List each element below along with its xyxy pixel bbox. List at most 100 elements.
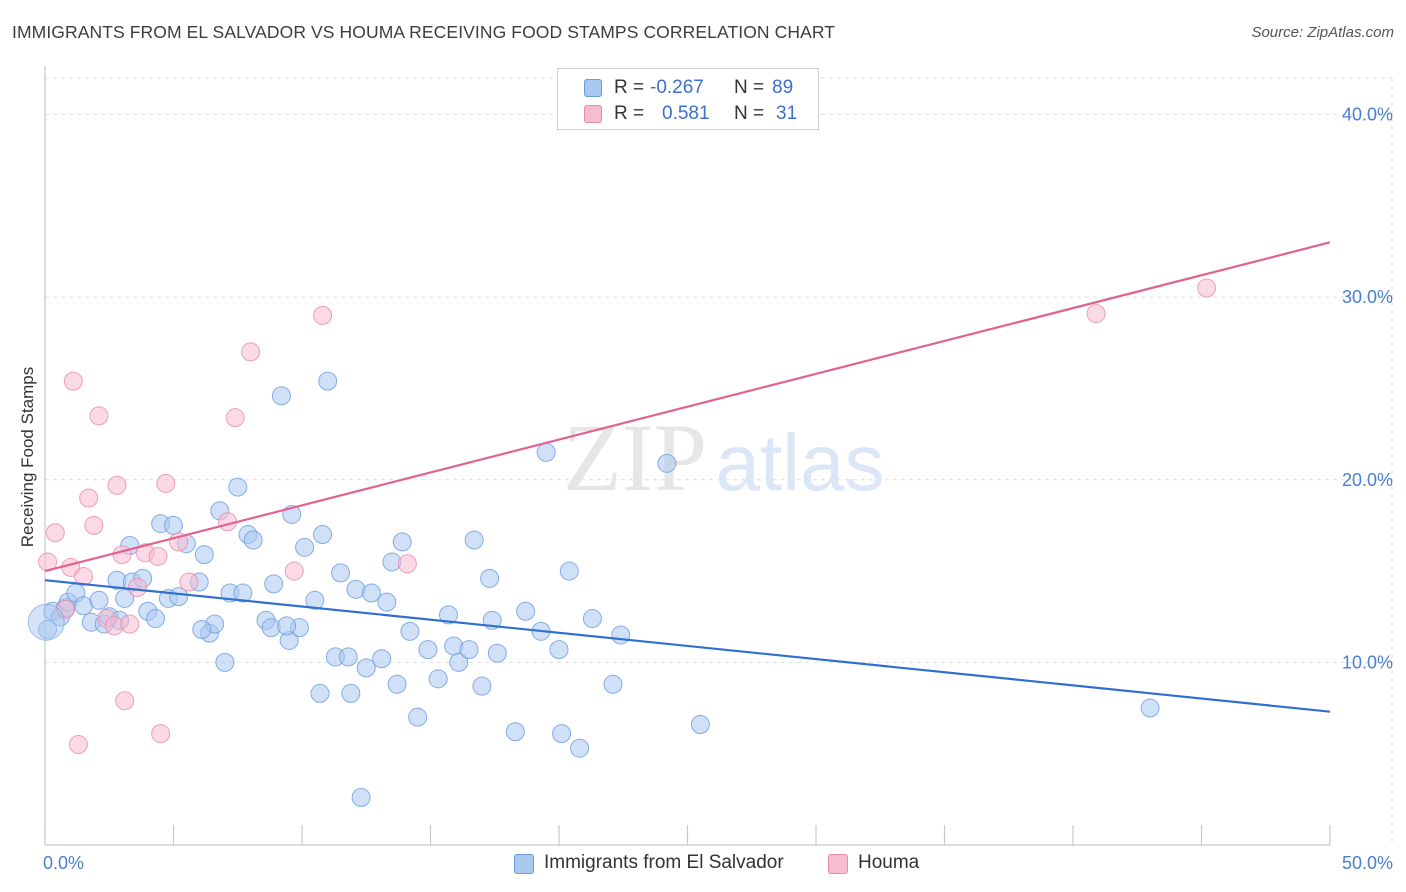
point-houma [284, 561, 304, 581]
point-houma [84, 515, 104, 535]
tick-labels: 10.0% 20.0% 30.0% 40.0% 0.0% 50.0% [43, 105, 1393, 873]
point-el-salvador [611, 625, 631, 645]
point-el-salvador-cluster [27, 603, 65, 641]
point-el-salvador [338, 647, 358, 667]
point-el-salvador [387, 674, 407, 694]
point-el-salvador [657, 453, 677, 473]
bottom-legend-swatch-el-salvador [514, 854, 534, 874]
point-el-salvador [377, 592, 397, 612]
data-points [27, 278, 1217, 808]
y-tick-label: 10.0% [1342, 652, 1393, 672]
point-houma [151, 724, 171, 744]
legend-r-value: -0.267 [650, 77, 704, 98]
point-el-salvador [472, 676, 492, 696]
point-houma [120, 614, 140, 634]
point-houma [397, 554, 417, 574]
point-el-salvador [459, 640, 479, 660]
legend-r-value: 0.581 [662, 103, 710, 124]
point-houma [115, 691, 135, 711]
legend-r-label: R = [614, 77, 645, 98]
point-el-salvador [392, 532, 412, 552]
point-houma [313, 305, 333, 325]
watermark-atlas: atlas [716, 418, 885, 507]
point-houma [1086, 304, 1106, 324]
legend-n-label: N = [734, 103, 765, 124]
point-houma [68, 735, 88, 755]
bottom-legend-swatch-houma [828, 854, 848, 874]
point-el-salvador [552, 724, 572, 744]
point-el-salvador [487, 643, 507, 663]
legend-swatch-houma [584, 105, 602, 123]
y-tick-label: 30.0% [1342, 287, 1393, 307]
trend-line-el-salvador [44, 579, 1331, 713]
bottom-legend-label-houma: Houma [858, 852, 920, 873]
point-el-salvador [480, 568, 500, 588]
point-houma [1197, 278, 1217, 298]
x-tick-label-start: 0.0% [43, 853, 84, 873]
y-tick-label: 40.0% [1342, 105, 1393, 125]
point-el-salvador [428, 669, 448, 689]
point-el-salvador [361, 583, 381, 603]
legend-n-value: 31 [776, 103, 798, 124]
point-el-salvador [169, 587, 189, 607]
point-houma [128, 578, 148, 598]
point-houma [225, 408, 245, 428]
point-houma [89, 406, 109, 426]
point-el-salvador [400, 621, 420, 641]
point-el-salvador [228, 477, 248, 497]
point-el-salvador [372, 649, 392, 669]
source-label: Source: ZipAtlas.com [1251, 24, 1394, 41]
legend-swatch-el-salvador [584, 79, 602, 97]
y-tick-label: 20.0% [1342, 470, 1393, 490]
watermark-zip: ZIP [563, 404, 707, 511]
legend-n-value: 89 [772, 77, 794, 98]
point-el-salvador [115, 588, 135, 608]
point-houma [156, 473, 176, 493]
legend-n-label: N = [734, 77, 765, 98]
point-houma [107, 475, 127, 495]
point-el-salvador [549, 640, 569, 660]
point-el-salvador [313, 525, 333, 545]
point-houma [148, 546, 168, 566]
point-el-salvador [271, 386, 291, 406]
point-houma [74, 567, 94, 587]
point-houma [45, 523, 65, 543]
point-el-salvador [1140, 698, 1160, 718]
point-el-salvador [516, 601, 536, 621]
point-el-salvador [318, 371, 338, 391]
point-el-salvador [215, 652, 235, 672]
point-houma [179, 572, 199, 592]
point-el-salvador [438, 605, 458, 625]
legend-r-label: R = [614, 103, 645, 124]
point-houma [63, 371, 83, 391]
point-el-salvador [570, 738, 590, 758]
bottom-legend-label-el-salvador: Immigrants from El Salvador [544, 852, 784, 873]
x-tick-label-end: 50.0% [1342, 853, 1393, 873]
stats-legend: R = -0.267 N = 89 R = 0.581 N = 31 [557, 68, 819, 130]
point-el-salvador [264, 574, 284, 594]
point-el-salvador [146, 609, 166, 629]
point-el-salvador [233, 583, 253, 603]
point-el-salvador [331, 563, 351, 583]
point-el-salvador [582, 609, 602, 629]
point-el-salvador [559, 561, 579, 581]
point-el-salvador [449, 652, 469, 672]
point-el-salvador [603, 674, 623, 694]
point-el-salvador [89, 590, 109, 610]
point-el-salvador [356, 658, 376, 678]
point-el-salvador [690, 714, 710, 734]
trend-line-houma [44, 241, 1331, 573]
point-el-salvador [341, 683, 361, 703]
point-houma [79, 488, 99, 508]
point-el-salvador [408, 707, 428, 727]
point-el-salvador [536, 442, 556, 462]
axes [44, 66, 1331, 846]
point-houma [112, 545, 132, 565]
point-el-salvador [418, 640, 438, 660]
trend-lines [44, 241, 1331, 713]
point-el-salvador [243, 530, 263, 550]
point-el-salvador [464, 530, 484, 550]
chart-title: IMMIGRANTS FROM EL SALVADOR VS HOUMA REC… [12, 22, 836, 42]
point-el-salvador [305, 590, 325, 610]
